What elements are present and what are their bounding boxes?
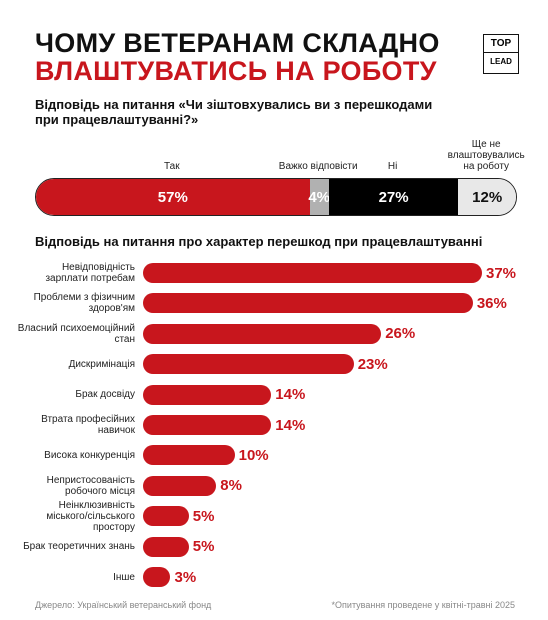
value-label: 36% <box>476 294 507 312</box>
footnote: *Опитування проведене у квітні-травні 20… <box>331 600 515 610</box>
bar-segment: 27% <box>328 179 459 215</box>
value-label: 3% <box>174 568 197 586</box>
bar <box>143 354 354 375</box>
bar <box>143 293 473 314</box>
bar-segment: 12% <box>458 179 516 215</box>
value-label: 26% <box>385 325 416 343</box>
logo-top: TOP <box>490 38 512 49</box>
bar <box>143 567 171 587</box>
bar <box>143 536 189 557</box>
bar <box>143 475 217 496</box>
source: Джерело: Український ветеранський фонд <box>35 600 212 610</box>
value-label: 14% <box>275 386 306 404</box>
category-label: Дискримінація <box>68 358 135 370</box>
category-label: Власний психоемоційний стан <box>17 322 135 345</box>
category-label: Проблеми з фізичним здоров'ям <box>33 292 135 315</box>
bar-segment: 4% <box>308 179 330 215</box>
bar-segment: 57% <box>36 179 310 215</box>
logo: TOP LEAD <box>483 34 519 74</box>
value-label: 5% <box>192 507 215 525</box>
obstacles-heading: Відповідь на питання про характер перешк… <box>35 234 483 249</box>
logo-bottom: LEAD <box>484 52 518 70</box>
category-label: Брак досвіду <box>75 389 135 401</box>
title-accent: ВЛАШТУВАТИСЬ НА РОБОТУ <box>35 56 437 86</box>
legend-label: Ні <box>387 161 398 172</box>
category-label: Брак теоретичних знань <box>23 541 135 553</box>
bar <box>143 323 382 344</box>
title: ЧОМУ ВЕТЕРАНАМ СКЛАДНО <box>35 28 440 58</box>
stacked-bar: 57% 4% 27% 12% <box>35 178 517 216</box>
value-label: 14% <box>275 416 306 434</box>
value-label: 5% <box>192 538 215 556</box>
category-label: Інше <box>113 571 135 583</box>
value-label: 23% <box>357 355 388 373</box>
question-heading: Відповідь на питання «Чи зіштовхувались … <box>35 97 433 127</box>
category-label: Висока конкуренція <box>44 449 135 461</box>
category-label: Невідповідність зарплати потребам <box>45 262 135 284</box>
bar <box>143 506 189 527</box>
legend-label: Ще не влаштовувались на роботу <box>447 139 525 172</box>
value-label: 8% <box>220 477 242 495</box>
legend-label: Так <box>163 161 180 172</box>
bar <box>143 415 272 435</box>
bar <box>143 445 235 466</box>
value-label: 10% <box>238 446 269 464</box>
category-label: Неінклюзивність міського/сільського прос… <box>46 499 135 533</box>
bar <box>143 263 482 283</box>
legend-label: Важко відповісти <box>278 161 358 172</box>
category-label: Непристосованість робочого місця <box>46 474 135 497</box>
value-label: 37% <box>486 264 517 282</box>
bar <box>143 384 272 405</box>
category-label: Втрата професійних навичок <box>41 414 135 436</box>
